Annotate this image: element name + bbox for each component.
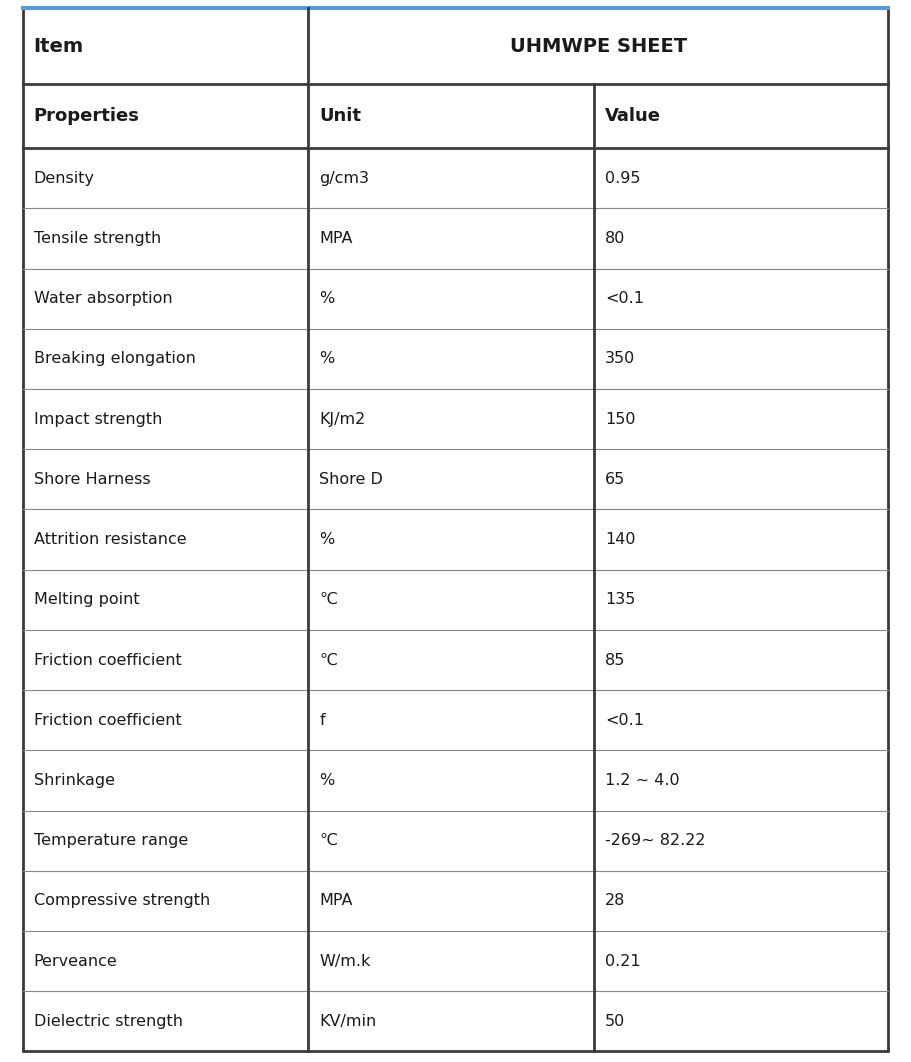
- Text: %: %: [320, 773, 334, 788]
- Text: Item: Item: [34, 36, 84, 55]
- Text: W/m.k: W/m.k: [320, 954, 371, 969]
- Text: %: %: [320, 352, 334, 366]
- Text: <0.1: <0.1: [605, 291, 644, 306]
- Text: 28: 28: [605, 893, 625, 908]
- Text: Temperature range: Temperature range: [34, 834, 188, 849]
- Text: Density: Density: [34, 171, 95, 186]
- Text: Tensile strength: Tensile strength: [34, 232, 161, 246]
- Text: Attrition resistance: Attrition resistance: [34, 532, 187, 547]
- Text: Breaking elongation: Breaking elongation: [34, 352, 196, 366]
- Text: KV/min: KV/min: [320, 1014, 376, 1029]
- Text: KJ/m2: KJ/m2: [320, 412, 365, 427]
- Text: MPA: MPA: [320, 893, 353, 908]
- Text: %: %: [320, 532, 334, 547]
- Text: ℃: ℃: [320, 652, 337, 668]
- Text: 80: 80: [605, 232, 625, 246]
- Text: Properties: Properties: [34, 107, 139, 125]
- Text: Compressive strength: Compressive strength: [34, 893, 210, 908]
- Text: MPA: MPA: [320, 232, 353, 246]
- Text: Shore Harness: Shore Harness: [34, 472, 150, 486]
- Text: Shrinkage: Shrinkage: [34, 773, 115, 788]
- Text: %: %: [320, 291, 334, 306]
- Text: Shore D: Shore D: [320, 472, 384, 486]
- Text: -269~ 82.22: -269~ 82.22: [605, 834, 705, 849]
- Text: Dielectric strength: Dielectric strength: [34, 1014, 183, 1029]
- Text: UHMWPE SHEET: UHMWPE SHEET: [510, 36, 687, 55]
- Text: Water absorption: Water absorption: [34, 291, 172, 306]
- Text: Friction coefficient: Friction coefficient: [34, 713, 181, 727]
- Text: 135: 135: [605, 593, 635, 607]
- Text: 1.2 ~ 4.0: 1.2 ~ 4.0: [605, 773, 680, 788]
- Text: ℃: ℃: [320, 834, 337, 849]
- Text: <0.1: <0.1: [605, 713, 644, 727]
- Text: ℃: ℃: [320, 593, 337, 607]
- Text: g/cm3: g/cm3: [320, 171, 369, 186]
- Text: Perveance: Perveance: [34, 954, 118, 969]
- Text: Melting point: Melting point: [34, 593, 139, 607]
- Text: Friction coefficient: Friction coefficient: [34, 652, 181, 668]
- Text: Impact strength: Impact strength: [34, 412, 162, 427]
- Text: 65: 65: [605, 472, 625, 486]
- Text: 0.21: 0.21: [605, 954, 640, 969]
- Text: 140: 140: [605, 532, 635, 547]
- Text: Unit: Unit: [320, 107, 362, 125]
- Text: 150: 150: [605, 412, 635, 427]
- Text: Value: Value: [605, 107, 660, 125]
- Text: 0.95: 0.95: [605, 171, 640, 186]
- Text: f: f: [320, 713, 325, 727]
- Text: 50: 50: [605, 1014, 625, 1029]
- Text: 350: 350: [605, 352, 635, 366]
- Text: 85: 85: [605, 652, 625, 668]
